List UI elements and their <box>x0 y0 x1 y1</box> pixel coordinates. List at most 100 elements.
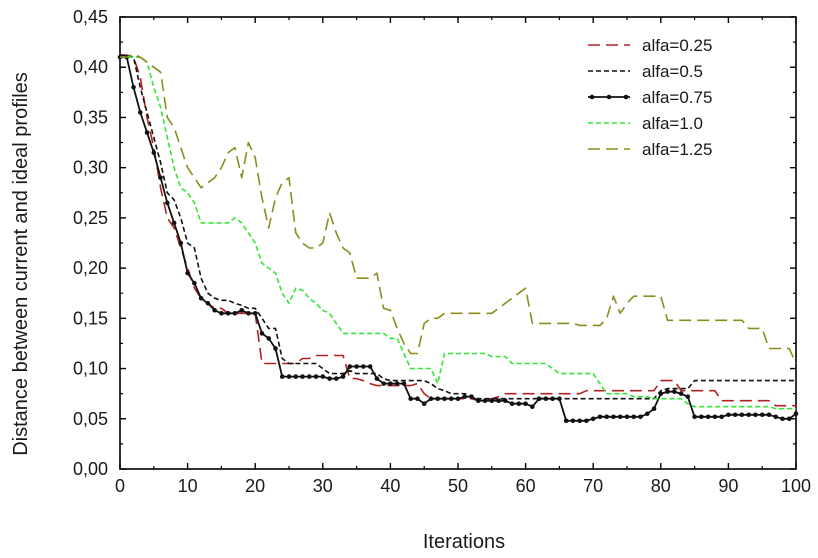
y-tick-label: 0,25 <box>73 208 108 228</box>
series-point-3 <box>665 389 670 394</box>
series-point-3 <box>780 416 785 422</box>
x-tick-label: 30 <box>313 476 333 496</box>
legend-label: alfa=1.25 <box>642 140 712 159</box>
series-point-3 <box>469 394 474 399</box>
series-point-3 <box>482 398 488 403</box>
series-point-3 <box>219 311 224 316</box>
series-point-3 <box>685 394 691 399</box>
series-point-3 <box>361 364 366 369</box>
series-point-3 <box>313 374 319 379</box>
series-point-3 <box>793 411 799 417</box>
y-tick-label: 0,20 <box>73 258 108 278</box>
series-point-3 <box>212 307 217 313</box>
legend-marker <box>623 94 629 100</box>
plot-border <box>119 16 797 470</box>
x-axis-title: Iterations <box>423 531 505 553</box>
series-point-3 <box>198 295 204 301</box>
series-point-3 <box>144 130 150 135</box>
series-point-3 <box>232 311 238 316</box>
series-point-3 <box>577 418 582 424</box>
series-point-3 <box>462 394 468 399</box>
series-line-4 <box>120 56 796 410</box>
series-point-3 <box>739 412 745 418</box>
series-point-3 <box>428 396 434 401</box>
y-tick-label: 0,05 <box>73 409 108 429</box>
series-point-3 <box>151 150 157 155</box>
series-point-3 <box>503 398 508 403</box>
y-tick-label: 0,10 <box>73 359 108 379</box>
plot-frame <box>119 16 797 470</box>
x-tick-label: 90 <box>718 476 738 496</box>
series-point-3 <box>604 414 610 420</box>
series-point-3 <box>692 414 697 420</box>
series-point-3 <box>773 414 779 420</box>
series-line-3 <box>120 56 797 422</box>
series-point-3 <box>239 307 244 313</box>
series-point-3 <box>165 200 170 206</box>
x-tick-label: 0 <box>115 476 125 496</box>
x-tick-label: 20 <box>245 476 265 496</box>
series-point-3 <box>340 374 346 379</box>
series-point-3 <box>631 414 637 420</box>
series-point-3 <box>753 412 758 418</box>
series-point-3 <box>448 396 454 401</box>
y-tick-label: 0,40 <box>73 57 108 77</box>
series-point-3 <box>246 311 251 316</box>
series-point-3 <box>530 404 535 410</box>
series-point-3 <box>455 396 461 401</box>
series-point-3 <box>252 311 258 316</box>
legend-marker <box>606 94 612 100</box>
series-point-3 <box>320 374 326 379</box>
series-point-3 <box>273 346 278 351</box>
series-point-3 <box>185 270 190 276</box>
series-point-3 <box>563 418 569 424</box>
y-tick-label: 0,15 <box>73 308 108 328</box>
series-point-3 <box>597 414 603 420</box>
series-point-3 <box>178 240 184 246</box>
series-point-3 <box>158 175 163 181</box>
x-tick-label: 60 <box>516 476 536 496</box>
legend-marker <box>589 94 595 100</box>
series-point-3 <box>279 374 285 379</box>
series-point-3 <box>570 418 576 424</box>
series-point-3 <box>259 331 265 336</box>
series-point-3 <box>719 414 724 420</box>
series-point-3 <box>712 414 718 420</box>
series-point-3 <box>192 280 197 286</box>
series-layer <box>117 53 799 424</box>
y-tick-label: 0,30 <box>73 158 108 178</box>
series-point-3 <box>334 376 339 381</box>
series-point-3 <box>381 381 386 386</box>
series-point-3 <box>759 412 765 418</box>
series-point-3 <box>726 412 731 418</box>
series-point-3 <box>699 414 704 420</box>
series-point-3 <box>658 391 664 396</box>
legend-label: alfa=0.5 <box>642 62 703 81</box>
y-tick-label: 0,35 <box>73 107 108 127</box>
x-tick-label: 10 <box>178 476 198 496</box>
series-point-3 <box>374 376 380 381</box>
series-point-3 <box>306 374 312 379</box>
series-point-3 <box>442 396 447 401</box>
series-point-3 <box>732 412 738 418</box>
series-point-3 <box>367 364 373 369</box>
series-point-3 <box>557 396 562 401</box>
series-point-3 <box>415 396 420 401</box>
series-point-3 <box>489 398 495 403</box>
series-point-3 <box>475 398 481 403</box>
series-point-3 <box>786 416 792 422</box>
series-point-3 <box>516 401 522 407</box>
legend-label: alfa=0.25 <box>642 36 712 55</box>
x-tick-label: 40 <box>380 476 400 496</box>
series-point-3 <box>536 396 542 401</box>
legend-label: alfa=1.0 <box>642 114 703 133</box>
series-point-3 <box>496 398 501 403</box>
series-point-3 <box>225 311 231 316</box>
series-line-2 <box>120 54 796 400</box>
x-tick-label: 80 <box>651 476 671 496</box>
series-point-3 <box>435 396 441 401</box>
legend: alfa=0.25 alfa=0.5 alfa=0.75 alfa=1.0 alfa=1… <box>588 36 712 159</box>
series-point-3 <box>584 418 589 424</box>
y-tick-label: 0,00 <box>73 459 108 479</box>
